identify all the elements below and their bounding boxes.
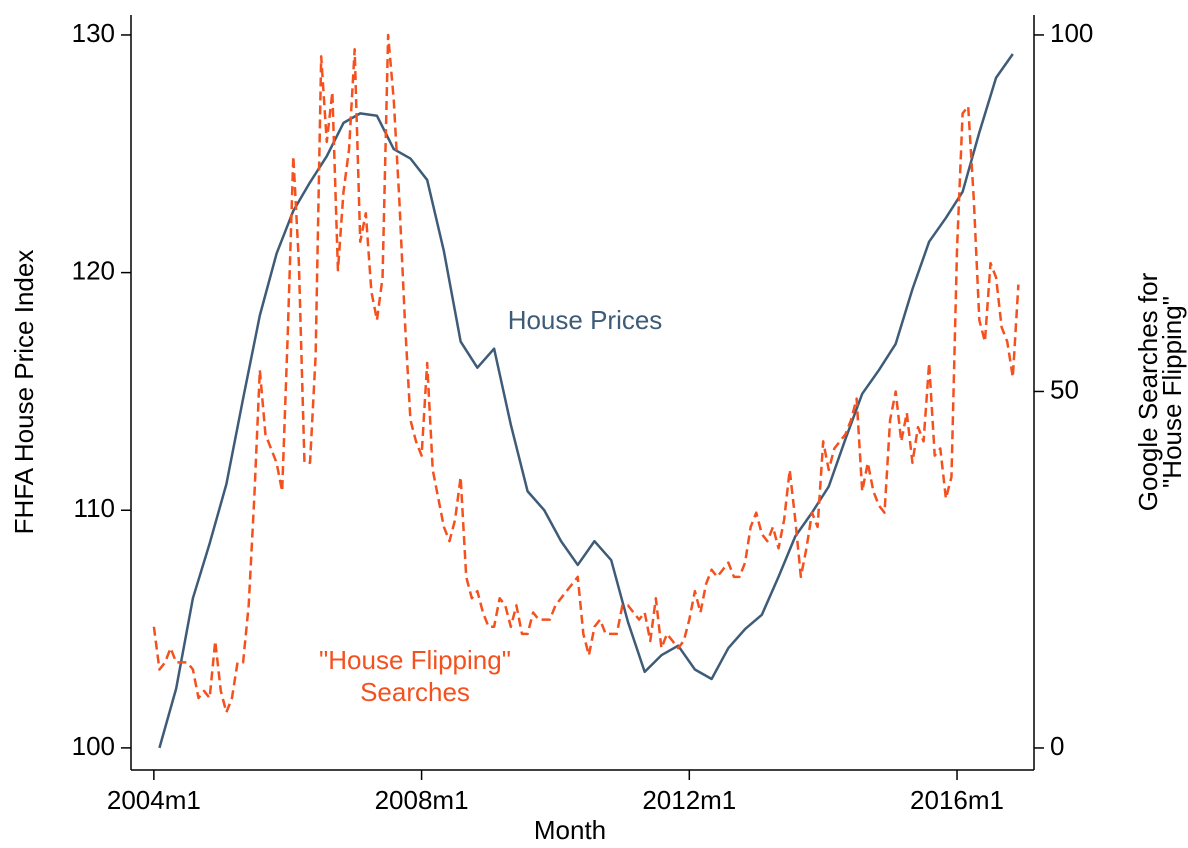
x-tick-label: 2004m1 [107,785,201,815]
y-tick-label: 110 [74,493,115,523]
y-tick-label: 120 [72,255,115,285]
y2-axis-label: "House Flipping" [1157,296,1187,488]
x-axis-label: Month [534,815,606,845]
y-tick-label: 100 [72,731,115,761]
y2-tick-label: 100 [1050,18,1093,48]
series-label: House Prices [508,305,663,335]
y2-tick-label: 0 [1050,731,1064,761]
x-tick-label: 2012m1 [642,785,736,815]
series-line [158,53,1014,749]
series-label: "House Flipping" [319,645,511,675]
x-tick-label: 2008m1 [375,785,469,815]
x-tick-label: 2016m1 [910,785,1004,815]
series-line [152,33,1020,714]
series-label: Searches [360,677,470,707]
y2-axis-label: Google Searches for [1133,272,1163,511]
y-axis-label: FHFA House Price Index [9,250,39,535]
y2-tick-label: 50 [1050,374,1079,404]
y-tick-label: 130 [72,18,115,48]
